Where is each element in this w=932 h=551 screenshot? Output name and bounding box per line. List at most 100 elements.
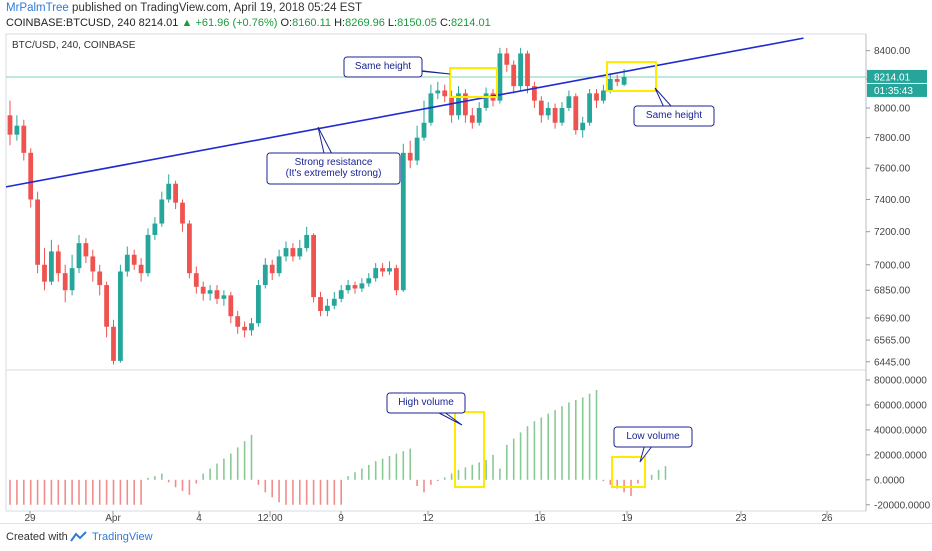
price-pane-border [5,33,867,371]
callout-high-volume [386,392,466,414]
candle-down [449,96,454,116]
candle-down [463,93,468,116]
candle-down [193,273,199,287]
x-tick-label: 4 [196,513,202,523]
callout-text: Strong resistance [295,157,373,168]
candle-down [380,268,385,272]
close-value: 8214.01 [450,17,491,29]
candle-down [90,256,96,272]
callout-strong-resistance [266,152,401,185]
candle-down [290,248,296,257]
candle-down [28,152,34,200]
candle-down [352,285,358,289]
volume-tick-label: 20000.0000 [874,450,927,461]
candle-down [594,93,599,101]
last-price-badge [867,69,927,83]
author-link[interactable]: MrPalmTree [6,2,69,14]
price-tick-label: 7000.00 [874,260,911,271]
candle-up [518,53,523,87]
candle-up [166,183,172,200]
candle-down [42,264,47,282]
candle-up [76,243,82,269]
symbol-label: COINBASE:BTCUSD, 240 [6,17,136,29]
x-tick-label: 12 [422,513,434,523]
candle-up [366,278,372,284]
candle-down [35,199,40,265]
last-price: 8214.01 [138,17,179,29]
candle-up [456,93,461,116]
callout-low-volume [613,426,693,448]
volume-tick-label: 60000.0000 [874,400,927,411]
price-tick-label: 7600.00 [874,164,911,175]
candle-down [552,107,558,123]
high-volume-box [454,411,485,488]
candle-down [525,53,530,87]
candle-up [476,107,482,123]
candle-down [407,152,413,161]
callout-text: (It's extremely strong) [286,168,382,179]
candle-up [207,290,213,294]
created-with-label: Created with [6,531,68,543]
candle-down [97,271,103,286]
low-value: 8150.05 [397,17,437,29]
callout-same-height-left [343,56,423,78]
price-tick-label: 6445.00 [874,357,911,368]
candle-up [373,268,379,279]
price-tick-label: 6850.00 [874,286,911,297]
volume-tick-label: 80000.0000 [874,376,927,387]
same-height-box-right [606,61,657,92]
candle-down [235,316,241,327]
candle-up [262,264,268,286]
candle-down [394,268,399,291]
tradingview-link[interactable]: TradingView [92,531,153,543]
candle-down [111,326,116,361]
callout-text: Same height [646,110,702,121]
close-label: C: [439,17,451,29]
candle-up [359,283,365,289]
x-tick-label: 9 [338,513,344,523]
candle-up [580,122,586,131]
countdown-label: 01:35:43 [874,86,913,97]
change-icon: ▲ [181,17,193,29]
callout-text: Low volume [626,431,680,442]
candle-up [559,107,565,123]
high-label: H: [334,17,346,29]
candle-up [14,125,20,135]
candle-down [242,326,247,331]
candle-up [435,90,441,94]
candle-down [131,254,137,265]
candle-up [276,256,282,274]
candle-down [138,264,144,274]
candle-up [124,254,130,272]
price-tick-label: 7200.00 [874,227,911,238]
candle-up [249,323,254,331]
candle-up [49,251,54,282]
candle-down [180,202,185,224]
candle-up [387,268,392,272]
candle-up [587,93,592,123]
same-height-box-left [449,67,498,98]
candle-down [469,115,475,123]
candle-down [442,90,448,97]
resistance-trendline [5,37,804,188]
candle-up [304,234,310,249]
x-tick-label: 29 [24,513,36,523]
candle-up [414,137,420,161]
last-price-label: 8214.01 [874,72,911,83]
countdown-badge [867,83,927,97]
tradingview-logo-icon [70,531,87,542]
candle-down [311,234,316,298]
x-tick-label: 26 [821,513,833,523]
candle-down [104,285,109,327]
volume-tick-label: 0.0000 [874,475,905,486]
candle-up [545,107,551,116]
candle-up [497,53,503,101]
x-tick-label: 16 [534,513,546,523]
candle-down [504,53,510,65]
candle-down [200,286,206,294]
x-tick-label: 12:00 [257,513,282,523]
candle-up [325,305,330,311]
price-chart[interactable]: BTC/USD, 240, COINBASE8400.008200.008000… [0,0,932,523]
candle-down [187,223,192,274]
price-tick-label: 8400.00 [874,46,911,57]
